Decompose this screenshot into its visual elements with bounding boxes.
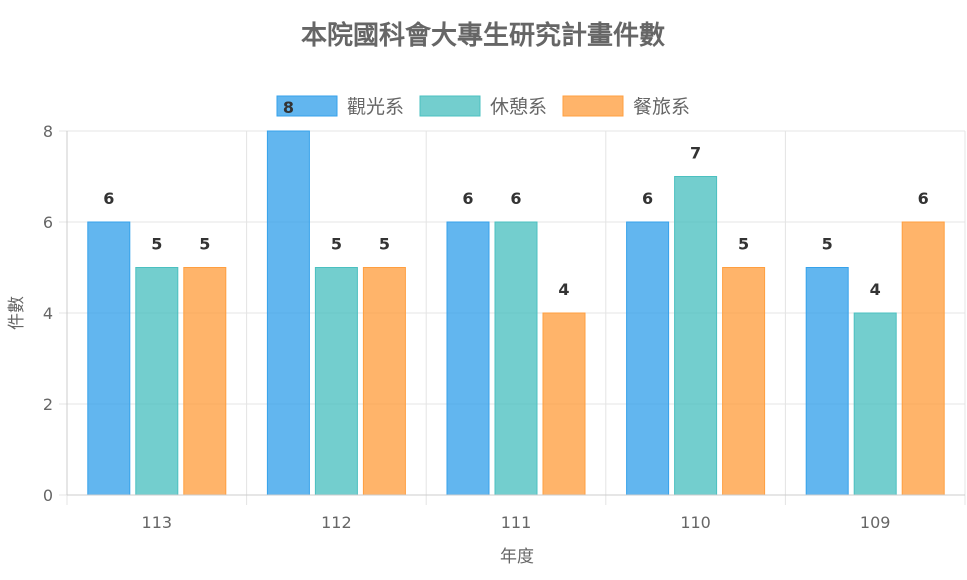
data-label: 6 xyxy=(462,189,473,208)
data-label: 7 xyxy=(690,144,701,163)
x-axis-label: 年度 xyxy=(500,547,534,567)
data-label: 6 xyxy=(510,189,521,208)
x-tick-label: 109 xyxy=(860,513,891,532)
data-label: 4 xyxy=(870,280,881,299)
data-label: 5 xyxy=(199,235,210,254)
x-tick-label: 113 xyxy=(142,513,173,532)
data-label: 8 xyxy=(283,98,294,117)
bar xyxy=(853,312,897,496)
bar xyxy=(674,176,718,496)
bars xyxy=(87,130,945,496)
legend[interactable]: 觀光系 休憩系 餐旅系 xyxy=(276,95,690,118)
data-label: 6 xyxy=(918,189,929,208)
legend-swatch xyxy=(276,95,338,117)
bar xyxy=(542,312,586,496)
data-label: 4 xyxy=(558,280,569,299)
legend-item[interactable]: 休憩系 xyxy=(419,95,547,118)
data-label: 5 xyxy=(822,235,833,254)
bar xyxy=(494,221,538,496)
data-label: 5 xyxy=(331,235,342,254)
y-tick-label: 2 xyxy=(43,395,53,414)
y-tick-label: 4 xyxy=(43,304,53,323)
bar xyxy=(901,221,945,496)
legend-label: 休憩系 xyxy=(490,96,547,118)
bar xyxy=(362,267,406,496)
x-tick-label: 111 xyxy=(501,513,532,532)
bar xyxy=(87,221,131,496)
y-axis-label: 件數 xyxy=(7,296,27,330)
bar xyxy=(626,221,670,496)
legend-swatch xyxy=(562,95,624,117)
legend-item[interactable]: 觀光系 xyxy=(276,95,404,118)
y-tick-label: 6 xyxy=(43,213,53,232)
x-tick-label: 110 xyxy=(680,513,711,532)
data-label: 5 xyxy=(379,235,390,254)
bar xyxy=(266,130,310,496)
data-labels: 6 5 5 8 5 5 6 6 4 6 7 5 5 4 6 xyxy=(103,98,929,299)
y-tick-label: 0 xyxy=(43,486,53,505)
axes: 0 2 4 6 8 113 112 111 110 109 xyxy=(43,122,965,532)
data-label: 5 xyxy=(151,235,162,254)
legend-label: 餐旅系 xyxy=(633,96,690,118)
x-tick-label: 112 xyxy=(321,513,352,532)
legend-swatch xyxy=(419,95,481,117)
bar xyxy=(135,267,179,496)
data-label: 6 xyxy=(103,189,114,208)
data-label: 5 xyxy=(738,235,749,254)
bar xyxy=(183,267,227,496)
bar xyxy=(446,221,490,496)
legend-label: 觀光系 xyxy=(347,96,404,118)
bar xyxy=(722,267,766,496)
bar xyxy=(314,267,358,496)
bar xyxy=(805,267,849,496)
chart-title: 本院國科會大專生研究計畫件數 xyxy=(301,20,665,51)
y-tick-label: 8 xyxy=(43,122,53,141)
legend-item[interactable]: 餐旅系 xyxy=(562,95,690,118)
data-label: 6 xyxy=(642,189,653,208)
